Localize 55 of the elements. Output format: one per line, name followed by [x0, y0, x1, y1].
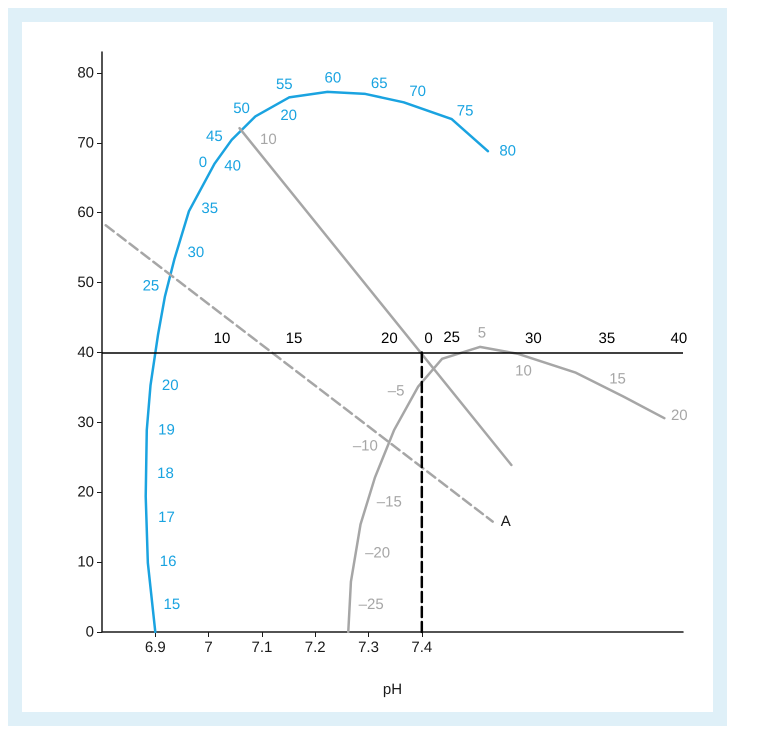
y-tick-label: 0 — [86, 624, 94, 640]
x-tick-label: 7.2 — [304, 639, 326, 656]
annotation: 45 — [206, 128, 223, 146]
annotation: 75 — [456, 102, 474, 120]
annotation: 35 — [598, 330, 616, 348]
x-axis-title: pH — [382, 681, 402, 698]
annotation: 70 — [409, 83, 426, 100]
annotation: –20 — [365, 544, 390, 562]
annotation: 25 — [443, 328, 460, 346]
annotation: 30 — [187, 244, 204, 262]
y-tick-label: 40 — [77, 344, 94, 361]
annotation: 0 — [198, 154, 208, 172]
annotation: 20 — [280, 107, 298, 124]
annotation: 15 — [609, 370, 626, 388]
y-tick-label: 60 — [77, 204, 94, 222]
annotation: 10 — [214, 330, 230, 348]
annotation: 16 — [160, 552, 176, 570]
annotation: –25 — [358, 596, 384, 614]
x-tick-label: 6.9 — [144, 639, 166, 656]
annotation: 50 — [233, 100, 250, 118]
y-tick-label: 50 — [77, 274, 94, 292]
annotation: 20 — [162, 376, 179, 394]
x-tick-label: 7.4 — [411, 639, 432, 656]
annotation: 40 — [670, 330, 688, 348]
annotation: 30 — [524, 330, 542, 348]
annotation: 10 — [260, 130, 277, 148]
annotation: 80 — [499, 142, 516, 160]
annotation: 60 — [324, 69, 342, 86]
annotation: 19 — [158, 422, 175, 439]
series-label: A — [500, 513, 511, 530]
x-tick-label: 7.3 — [358, 639, 379, 656]
annotation: 40 — [224, 157, 241, 174]
x-tick-label: 7 — [204, 639, 213, 656]
annotation: 35 — [201, 200, 218, 218]
y-tick-label: 80 — [77, 64, 94, 82]
annotation: 20 — [381, 330, 398, 348]
annotation: 25 — [142, 277, 160, 294]
y-tick-label: 70 — [77, 134, 94, 152]
annotation: 55 — [276, 76, 293, 94]
annotation: –15 — [376, 494, 402, 511]
annotation: 65 — [370, 74, 388, 92]
annotation: 15 — [286, 330, 302, 348]
annotation: 20 — [670, 406, 688, 424]
annotation: –5 — [388, 382, 404, 400]
annotation: 15 — [164, 596, 180, 614]
annotation: 17 — [158, 508, 175, 526]
annotation: 18 — [157, 464, 174, 482]
x-tick-label: 7.1 — [251, 639, 272, 656]
y-tick-label: 10 — [77, 554, 94, 571]
annotation: 0 — [424, 330, 433, 348]
y-tick-label: 20 — [77, 484, 94, 501]
y-tick-label: 30 — [77, 414, 94, 431]
annotation: 10 — [515, 362, 532, 380]
annotation: 5 — [478, 324, 486, 342]
annotation: –10 — [352, 437, 378, 454]
